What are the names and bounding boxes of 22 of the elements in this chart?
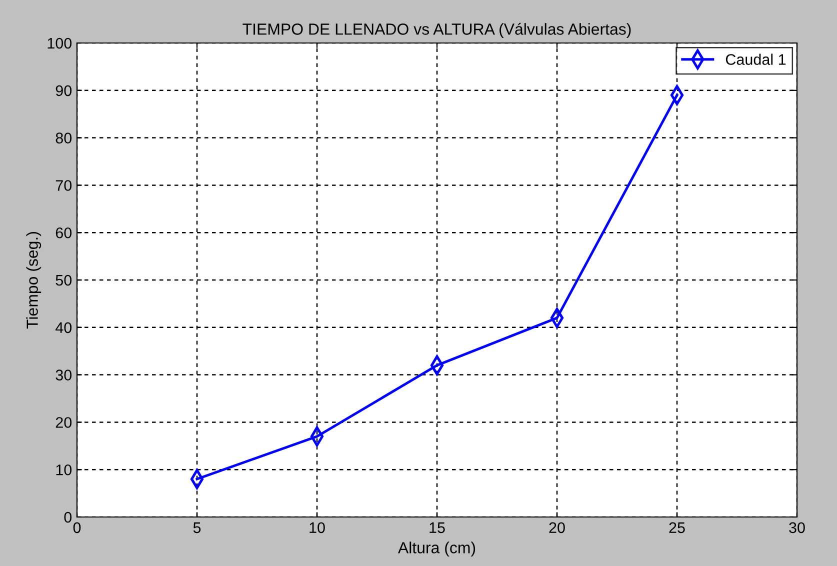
y-tick-label: 70 bbox=[56, 180, 72, 191]
y-tick-label: 10 bbox=[56, 464, 72, 476]
x-tick-label: 5 bbox=[193, 522, 201, 534]
y-tick-label: 0 bbox=[64, 512, 72, 523]
legend-label: Caudal 1 bbox=[726, 54, 786, 65]
x-axis-title: Altura (cm) bbox=[398, 542, 476, 557]
y-tick-label: 20 bbox=[56, 417, 72, 428]
x-tick-label: 20 bbox=[549, 522, 565, 534]
chart-title: TIEMPO DE LLENADO vs ALTURA (Válvulas Abiertas) bbox=[242, 22, 631, 38]
y-tick-label: 90 bbox=[56, 85, 72, 96]
y-tick-label: 30 bbox=[56, 370, 72, 380]
y-tick-label: 40 bbox=[56, 322, 72, 334]
x-tick-label: 25 bbox=[669, 522, 685, 534]
y-tick-label: 80 bbox=[56, 132, 72, 144]
y-tick-label: 50 bbox=[56, 274, 72, 286]
y-tick-label: 60 bbox=[56, 227, 72, 238]
x-tick-label: 10 bbox=[310, 522, 325, 534]
x-tick-label: 15 bbox=[430, 522, 445, 534]
x-tick-label: 30 bbox=[789, 522, 805, 534]
y-tick-label: 100 bbox=[48, 38, 72, 49]
x-tick-label: 0 bbox=[73, 522, 81, 534]
y-axis-title: Tiempo (seg.) bbox=[26, 232, 42, 329]
